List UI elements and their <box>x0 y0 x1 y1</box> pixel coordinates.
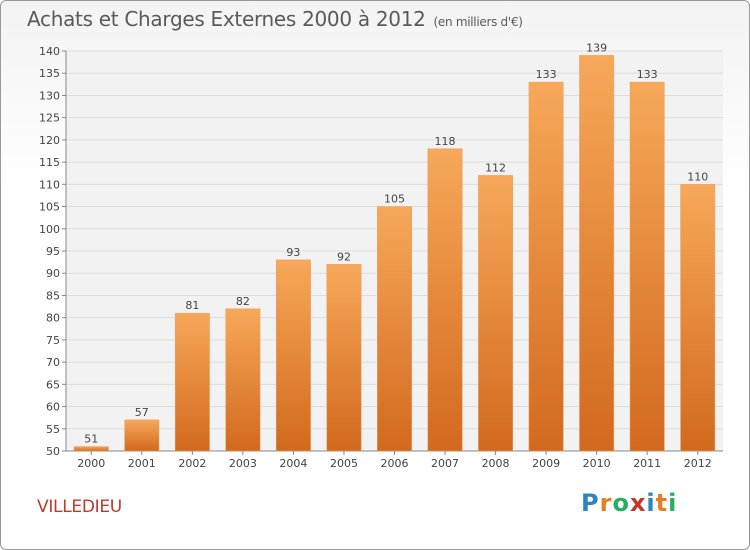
x-tick-label: 2001 <box>128 457 156 470</box>
bar-value-label: 139 <box>586 41 607 54</box>
y-tick-label: 50 <box>46 445 60 458</box>
x-tick-label: 2003 <box>229 457 257 470</box>
logo-letter: t <box>655 489 669 517</box>
logo-letter: P <box>581 489 600 517</box>
y-tick-label: 70 <box>46 356 60 369</box>
y-tick-label: 100 <box>39 223 60 236</box>
bar-value-label: 112 <box>485 161 506 174</box>
bar <box>73 446 109 452</box>
x-tick-label: 2006 <box>381 457 409 470</box>
bar <box>427 148 463 452</box>
logo-letter: o <box>612 489 630 517</box>
bar-value-label: 93 <box>286 246 300 259</box>
commune-name: VILLEDIEU <box>37 497 122 517</box>
y-tick-label: 60 <box>46 401 60 414</box>
bar-value-label: 92 <box>337 250 351 263</box>
bar-value-label: 118 <box>435 135 456 148</box>
y-tick-label: 95 <box>46 245 60 258</box>
x-tick-label: 2011 <box>633 457 661 470</box>
y-tick-label: 75 <box>46 334 60 347</box>
chart-title-text: Achats et Charges Externes 2000 à 2012 <box>27 7 426 31</box>
x-tick-label: 2002 <box>178 457 206 470</box>
bar <box>680 184 716 452</box>
proxiti-logo: Proxiti <box>581 489 677 517</box>
bar-value-label: 51 <box>84 433 98 446</box>
y-tick-label: 105 <box>39 201 60 214</box>
y-tick-label: 130 <box>39 89 60 102</box>
bar <box>275 259 311 452</box>
x-tick-label: 2007 <box>431 457 459 470</box>
x-tick-label: 2009 <box>532 457 560 470</box>
y-tick-label: 120 <box>39 134 60 147</box>
bar <box>326 264 362 452</box>
bar <box>528 81 564 452</box>
bar <box>377 206 412 452</box>
x-tick-label: 2010 <box>583 457 611 470</box>
bar-value-label: 57 <box>135 406 149 419</box>
x-tick-label: 2000 <box>77 457 105 470</box>
bar <box>174 312 210 452</box>
x-tick-label: 2005 <box>330 457 358 470</box>
y-tick-label: 115 <box>39 156 60 169</box>
x-tick-label: 2012 <box>684 457 712 470</box>
logo-letter: i <box>668 489 678 517</box>
bar-value-label: 105 <box>384 193 405 206</box>
logo-letter: x <box>629 489 647 517</box>
y-tick-label: 135 <box>39 67 60 80</box>
bar-value-label: 133 <box>536 68 557 81</box>
bar-value-label: 133 <box>637 68 658 81</box>
bar <box>225 308 261 452</box>
chart-subtitle: (en milliers d'€) <box>433 15 523 29</box>
y-tick-label: 85 <box>46 289 60 302</box>
y-tick-label: 90 <box>46 267 60 280</box>
logo-letter: i <box>646 489 656 517</box>
bar <box>478 175 514 452</box>
y-tick-label: 80 <box>46 312 60 325</box>
x-tick-label: 2008 <box>482 457 510 470</box>
bar <box>629 81 665 452</box>
y-tick-label: 55 <box>46 423 60 436</box>
chart-title: Achats et Charges Externes 2000 à 2012 (e… <box>27 7 523 31</box>
bar <box>124 419 160 452</box>
y-tick-label: 65 <box>46 378 60 391</box>
x-tick-label: 2004 <box>279 457 307 470</box>
bar-value-label: 81 <box>185 299 199 312</box>
bar-value-label: 110 <box>687 170 708 183</box>
y-tick-label: 110 <box>39 178 60 191</box>
y-tick-label: 125 <box>39 112 60 125</box>
bar-value-label: 82 <box>236 295 250 308</box>
y-tick-label: 140 <box>39 45 60 58</box>
logo-letter: r <box>599 489 613 517</box>
bar <box>579 55 615 452</box>
